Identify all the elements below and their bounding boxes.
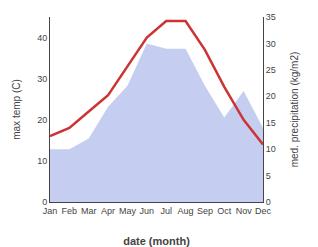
- svg-text:20: 20: [266, 91, 276, 101]
- svg-text:35: 35: [266, 12, 276, 22]
- svg-text:Oct: Oct: [217, 206, 232, 216]
- svg-text:Jan: Jan: [43, 206, 58, 216]
- svg-text:Aug: Aug: [178, 206, 194, 216]
- svg-text:30: 30: [266, 39, 276, 49]
- svg-text:15: 15: [266, 118, 276, 128]
- svg-text:20: 20: [37, 115, 47, 125]
- svg-text:Jul: Jul: [160, 206, 172, 216]
- svg-text:date (month): date (month): [123, 235, 190, 247]
- svg-text:0: 0: [266, 197, 271, 207]
- svg-text:Mar: Mar: [81, 206, 97, 216]
- svg-text:30: 30: [37, 74, 47, 84]
- svg-text:5: 5: [266, 171, 271, 181]
- svg-text:0: 0: [42, 197, 47, 207]
- svg-text:25: 25: [266, 65, 276, 75]
- svg-text:Feb: Feb: [62, 206, 78, 216]
- svg-text:Apr: Apr: [101, 206, 115, 216]
- svg-text:max temp (C): max temp (C): [11, 79, 22, 140]
- svg-text:10: 10: [37, 156, 47, 166]
- svg-text:10: 10: [266, 144, 276, 154]
- svg-text:May: May: [119, 206, 137, 216]
- svg-text:Sep: Sep: [197, 206, 213, 216]
- svg-text:40: 40: [37, 33, 47, 43]
- svg-text:Dec: Dec: [255, 206, 272, 216]
- svg-text:med. precipitation (kg/m2): med. precipitation (kg/m2): [289, 52, 300, 168]
- svg-text:Jun: Jun: [140, 206, 155, 216]
- svg-text:Nov: Nov: [236, 206, 253, 216]
